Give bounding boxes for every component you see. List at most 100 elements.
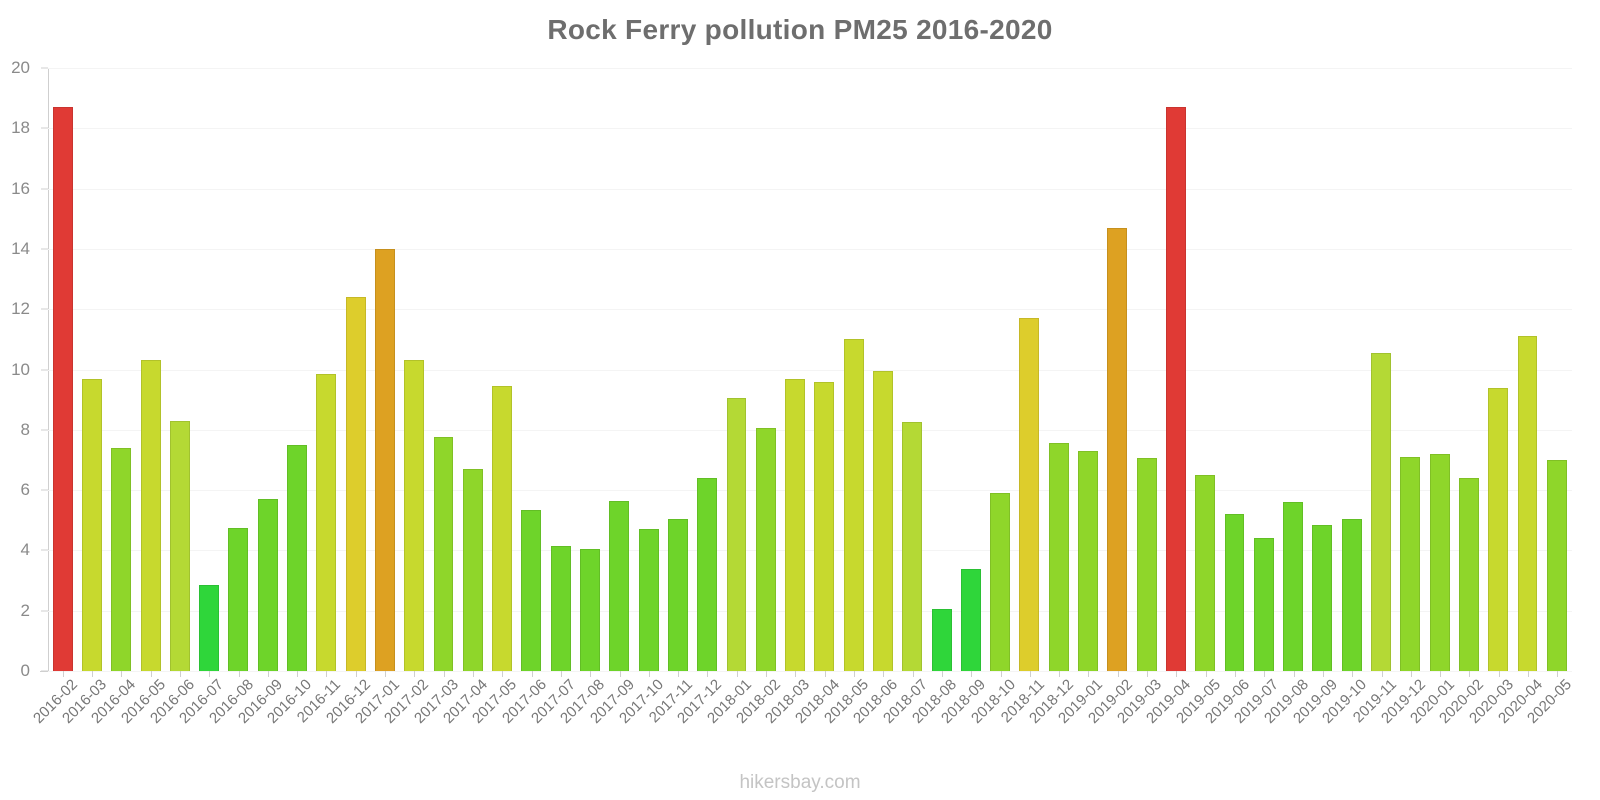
x-axis-tick-mark bbox=[326, 671, 328, 677]
x-axis-tick-mark bbox=[267, 671, 269, 677]
bar-slot bbox=[48, 68, 77, 671]
bar[interactable] bbox=[1224, 514, 1245, 671]
bar[interactable] bbox=[228, 527, 249, 671]
bar[interactable] bbox=[609, 500, 630, 671]
watermark-label: hikersbay.com bbox=[739, 772, 861, 793]
bar[interactable] bbox=[638, 529, 659, 671]
y-axis-tick-label: 8 bbox=[20, 419, 30, 439]
bar[interactable] bbox=[1048, 443, 1069, 671]
x-axis-tick-mark bbox=[1117, 671, 1119, 677]
bar[interactable] bbox=[404, 360, 425, 671]
bar-slot bbox=[605, 68, 634, 671]
bar[interactable] bbox=[521, 509, 542, 671]
bar[interactable] bbox=[52, 107, 73, 671]
bar-slot bbox=[868, 68, 897, 671]
bar[interactable] bbox=[345, 297, 366, 671]
bar-slot bbox=[1337, 68, 1366, 671]
bar-slot bbox=[1308, 68, 1337, 671]
bar-slot bbox=[575, 68, 604, 671]
bar[interactable] bbox=[1253, 538, 1274, 671]
bar-slot bbox=[751, 68, 780, 671]
bar[interactable] bbox=[873, 371, 893, 671]
bar[interactable] bbox=[697, 478, 718, 671]
bar[interactable] bbox=[755, 428, 776, 671]
bar[interactable] bbox=[492, 386, 513, 671]
bar[interactable] bbox=[433, 437, 454, 671]
bar-slot bbox=[1484, 68, 1513, 671]
bar-slot bbox=[634, 68, 663, 671]
bar[interactable] bbox=[1371, 352, 1391, 671]
x-axis-tick-mark bbox=[1234, 671, 1236, 677]
bar[interactable] bbox=[1107, 227, 1128, 671]
bar[interactable] bbox=[1400, 456, 1421, 671]
bar-slot bbox=[722, 68, 751, 671]
x-axis-tick-mark bbox=[853, 671, 855, 677]
bar[interactable] bbox=[1546, 459, 1567, 671]
bar[interactable] bbox=[374, 248, 395, 671]
bar[interactable] bbox=[902, 422, 923, 671]
bar[interactable] bbox=[1429, 453, 1450, 671]
bar[interactable] bbox=[1019, 318, 1040, 671]
bar-slot bbox=[1132, 68, 1161, 671]
x-axis-tick-mark bbox=[1088, 671, 1090, 677]
bar-slot bbox=[1015, 68, 1044, 671]
x-axis-tick-mark bbox=[1147, 671, 1149, 677]
x-axis-tick-mark bbox=[1029, 671, 1031, 677]
bar[interactable] bbox=[1312, 524, 1333, 671]
bar[interactable] bbox=[1341, 518, 1362, 671]
bar[interactable] bbox=[169, 420, 190, 671]
bar-slot bbox=[780, 68, 809, 671]
bar[interactable] bbox=[257, 499, 278, 671]
x-axis-tick-mark bbox=[707, 671, 709, 677]
x-axis-tick-mark bbox=[678, 671, 680, 677]
bar-slot bbox=[810, 68, 839, 671]
x-axis-tick-mark bbox=[590, 671, 592, 677]
bar-slot bbox=[1278, 68, 1307, 671]
bar-slot bbox=[1454, 68, 1483, 671]
bar[interactable] bbox=[140, 360, 161, 671]
y-axis-tick-label: 0 bbox=[20, 661, 30, 680]
y-axis-tick-mark bbox=[41, 67, 48, 69]
bar[interactable] bbox=[814, 381, 835, 671]
bar[interactable] bbox=[990, 493, 1011, 671]
bar[interactable] bbox=[785, 378, 806, 671]
bar-slot bbox=[1191, 68, 1220, 671]
x-axis-tick-mark bbox=[619, 671, 621, 677]
bar[interactable] bbox=[1283, 502, 1304, 671]
bar[interactable] bbox=[1517, 336, 1538, 671]
bar[interactable] bbox=[1458, 478, 1479, 671]
bar-slot bbox=[253, 68, 282, 671]
x-axis-tick-mark bbox=[297, 671, 299, 677]
bar[interactable] bbox=[931, 609, 952, 671]
bar[interactable] bbox=[1136, 458, 1157, 671]
bar[interactable] bbox=[462, 469, 483, 671]
x-axis-tick-mark bbox=[472, 671, 474, 677]
y-axis-tick-label: 2 bbox=[20, 600, 30, 620]
bar[interactable] bbox=[843, 339, 864, 671]
x-axis-tick-mark bbox=[1498, 671, 1500, 677]
bar[interactable] bbox=[111, 447, 132, 671]
bar-slot bbox=[1513, 68, 1542, 671]
y-axis-tick-label: 6 bbox=[20, 480, 30, 500]
bar[interactable] bbox=[550, 545, 571, 671]
bar[interactable] bbox=[316, 374, 337, 671]
bar[interactable] bbox=[1195, 475, 1216, 671]
bar[interactable] bbox=[81, 378, 102, 671]
bar-slot bbox=[1044, 68, 1073, 671]
bar[interactable] bbox=[667, 518, 688, 671]
bar-slot bbox=[136, 68, 165, 671]
x-axis-tick-mark bbox=[824, 671, 826, 677]
bar-slot bbox=[1073, 68, 1102, 671]
bar[interactable] bbox=[287, 444, 307, 671]
x-axis-tick-mark bbox=[766, 671, 768, 677]
bar[interactable] bbox=[199, 585, 220, 671]
x-axis-tick-mark bbox=[150, 671, 152, 677]
bar[interactable] bbox=[1078, 450, 1098, 671]
y-axis-tick-label: 16 bbox=[11, 178, 30, 198]
bar[interactable] bbox=[580, 548, 600, 671]
bar[interactable] bbox=[960, 568, 981, 671]
bar[interactable] bbox=[726, 398, 747, 671]
bar-slot bbox=[77, 68, 106, 671]
bar[interactable] bbox=[1488, 387, 1509, 671]
bar[interactable] bbox=[1165, 107, 1186, 671]
